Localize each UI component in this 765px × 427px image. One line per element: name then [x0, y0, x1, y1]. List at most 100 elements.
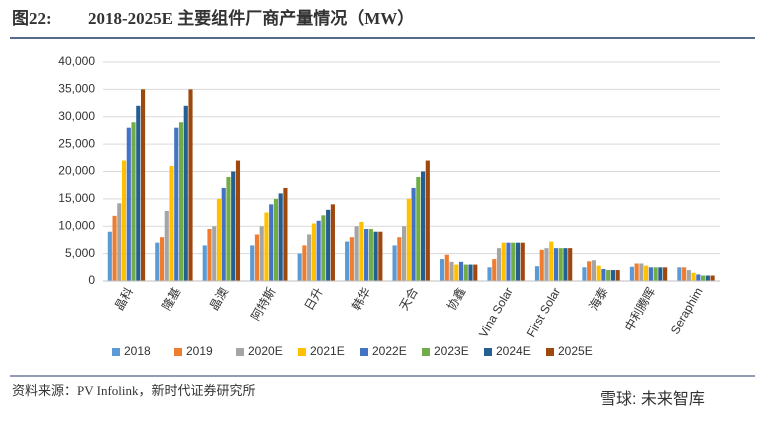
bar [126, 127, 131, 281]
bar [639, 263, 644, 281]
bar [658, 267, 663, 281]
bar [587, 261, 592, 281]
bar [425, 160, 430, 281]
bar [302, 245, 307, 281]
bar [311, 223, 316, 281]
bar [321, 215, 326, 281]
legend-swatch [546, 348, 554, 356]
bar [492, 259, 497, 281]
bar [406, 198, 411, 281]
y-tick-label: 15,000 [58, 191, 95, 205]
y-tick-label: 40,000 [58, 54, 95, 68]
bar [131, 122, 136, 281]
bar [378, 231, 383, 281]
bar [136, 105, 141, 281]
bar [439, 259, 445, 281]
legend-label: 2020E [248, 344, 283, 358]
bar [117, 203, 122, 281]
legend-swatch [422, 348, 430, 356]
bar [316, 220, 321, 281]
bar [701, 275, 706, 281]
figure-label: 图22: [12, 9, 52, 28]
bar [411, 187, 416, 281]
bar [402, 226, 407, 281]
bar [155, 242, 160, 281]
bar [226, 176, 231, 281]
bar [520, 242, 525, 281]
bar [563, 248, 568, 281]
bar [368, 228, 373, 281]
bar [397, 237, 402, 281]
bar [235, 160, 241, 281]
bar [444, 254, 449, 281]
bar [349, 237, 354, 281]
bar [212, 226, 217, 281]
x-tick-label: Seraphim [668, 285, 706, 336]
bar [487, 267, 492, 281]
bar [591, 260, 596, 281]
bar [107, 231, 112, 281]
bar [463, 264, 468, 281]
legend-label: 2025E [558, 344, 593, 358]
y-tick-label: 20,000 [58, 164, 95, 178]
bar [677, 267, 682, 281]
bar [686, 270, 691, 281]
bar [269, 204, 274, 281]
legend-label: 2022E [372, 344, 407, 358]
bar [473, 264, 478, 281]
bar [449, 261, 454, 281]
x-tick-label: 隆基 [159, 285, 184, 313]
bar [330, 204, 335, 281]
bar [539, 249, 544, 281]
bar [653, 267, 658, 281]
y-tick-label: 0 [88, 273, 95, 287]
x-tick-label: 阿特斯 [247, 285, 278, 324]
bar [511, 242, 516, 281]
watermark: 雪球: 未来智库 [600, 390, 705, 408]
bar [164, 210, 169, 281]
y-tick-label: 35,000 [58, 82, 95, 96]
bar [634, 263, 639, 281]
bar [231, 171, 236, 281]
x-tick-label: 晶澳 [207, 285, 231, 313]
x-tick-label: Vina Solar [476, 285, 516, 340]
bar [663, 267, 668, 281]
bar [273, 198, 279, 281]
bar [278, 193, 283, 281]
bar [178, 122, 184, 281]
legend-label: 2019 [186, 344, 213, 358]
bar [496, 248, 502, 281]
bar [568, 248, 573, 281]
bar [202, 245, 207, 281]
x-tick-label: First Solar [524, 285, 563, 339]
bar [549, 241, 554, 281]
bar [188, 89, 193, 281]
bar [544, 248, 549, 281]
bar [221, 187, 226, 281]
x-tick-label: 海泰 [586, 285, 611, 313]
bar [354, 226, 359, 281]
bar [183, 105, 188, 281]
x-tick-label: 天合 [396, 285, 421, 313]
bar [458, 261, 464, 281]
x-tick-label: 晶科 [112, 285, 136, 313]
bar [553, 248, 559, 281]
bar [691, 272, 696, 281]
bar [629, 266, 634, 281]
bar [140, 89, 146, 281]
legend-label: 2018 [124, 344, 151, 358]
y-tick-label: 5,000 [65, 246, 95, 260]
bar [648, 267, 653, 281]
x-tick-label: 协鑫 [443, 285, 468, 313]
bar [359, 221, 364, 281]
legend-swatch [298, 348, 306, 356]
bar [169, 166, 174, 281]
legend-swatch [360, 348, 368, 356]
bar [534, 266, 540, 281]
bar [454, 264, 459, 281]
bar [506, 242, 511, 281]
bar [121, 160, 127, 281]
bar [297, 253, 302, 281]
bar [250, 245, 255, 281]
bar [501, 242, 506, 281]
